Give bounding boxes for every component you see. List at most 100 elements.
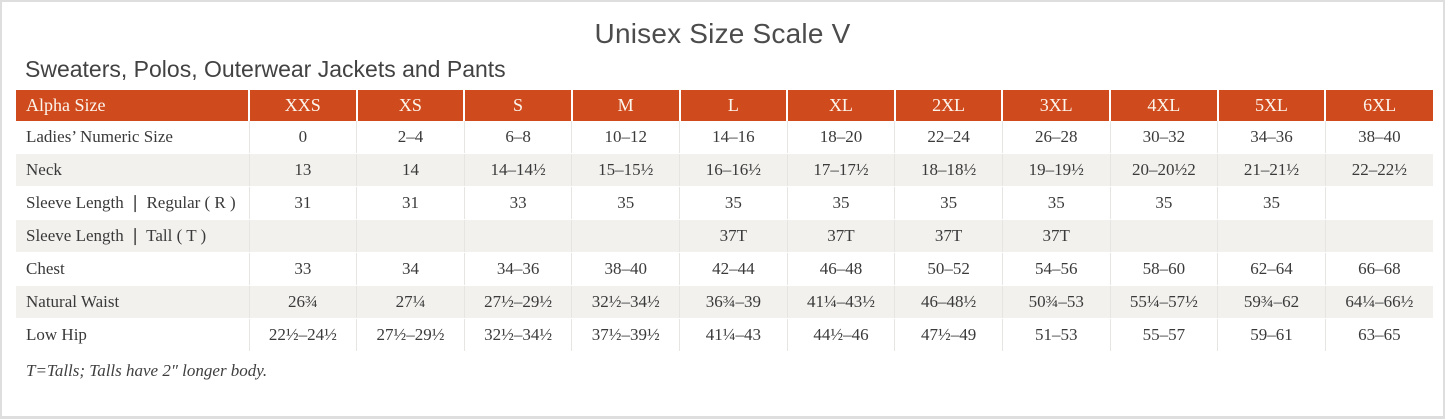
size-cell: 33 — [463, 186, 572, 220]
column-header-2xl: 2XL — [893, 90, 1003, 121]
size-cell: 36¾–39 — [679, 285, 788, 319]
size-cell: 35 — [894, 186, 1003, 220]
column-header-4xl: 4XL — [1109, 90, 1218, 121]
size-cell: 54–56 — [1001, 252, 1110, 286]
size-cell: 55¼–57½ — [1109, 285, 1218, 319]
size-cell: 50¾–53 — [1001, 285, 1110, 319]
column-header-5xl: 5XL — [1216, 90, 1326, 121]
column-header-l: L — [678, 90, 788, 121]
size-cell: 41¼–43½ — [786, 285, 895, 319]
size-cell: 38–40 — [571, 252, 680, 286]
size-cell: 10–12 — [571, 121, 680, 154]
size-cell: 27½–29½ — [356, 318, 465, 352]
row-label: Sleeve Length ❘ Regular ( R ) — [16, 186, 249, 220]
size-cell: 26–28 — [1001, 121, 1110, 154]
size-cell: 27½–29½ — [463, 285, 572, 319]
size-cell: 59¾–62 — [1217, 285, 1326, 319]
size-cell: 17–17½ — [786, 153, 895, 187]
size-cell: 44½–46 — [786, 318, 895, 352]
size-cell: 31 — [248, 186, 357, 220]
size-cell: 35 — [679, 186, 788, 220]
size-cell: 22½–24½ — [248, 318, 357, 352]
size-cell — [356, 219, 465, 253]
size-cell: 22–22½ — [1324, 153, 1433, 187]
size-cell: 16–16½ — [679, 153, 788, 187]
size-cell: 50–52 — [894, 252, 1003, 286]
table-row: Chest 33 34 34–36 38–40 42–44 46–48 50–52 54–56 5… — [16, 252, 1433, 286]
size-cell: 13 — [248, 153, 357, 187]
row-label: Natural Waist — [16, 285, 249, 319]
size-cell: 42–44 — [679, 252, 788, 286]
size-cell: 6–8 — [463, 121, 572, 154]
size-cell: 62–64 — [1217, 252, 1326, 286]
size-cell: 34–36 — [1217, 121, 1326, 154]
size-cell: 14–14½ — [463, 153, 572, 187]
size-cell: 35 — [571, 186, 680, 220]
size-cell: 18–18½ — [894, 153, 1003, 187]
column-header-3xl: 3XL — [1001, 90, 1110, 121]
size-cell: 21–21½ — [1217, 153, 1326, 187]
size-cell — [1324, 186, 1433, 220]
size-cell: 35 — [1001, 186, 1110, 220]
size-cell: 37½–39½ — [571, 318, 680, 352]
size-cell — [248, 219, 357, 253]
table-row: Sleeve Length ❘ Regular ( R ) 31 31 33 35 35 3… — [16, 186, 1433, 220]
column-header-alpha-size: Alpha Size — [16, 90, 249, 121]
size-cell: 14–16 — [679, 121, 788, 154]
size-cell: 30–32 — [1109, 121, 1218, 154]
column-header-m: M — [570, 90, 680, 121]
size-cell: 59–61 — [1217, 318, 1326, 352]
size-cell: 38–40 — [1324, 121, 1433, 154]
size-cell — [463, 219, 572, 253]
size-cell: 35 — [786, 186, 895, 220]
row-label: Chest — [16, 252, 249, 286]
table-row: Low Hip 22½–24½ 27½–29½ 32½–34½ 37½–39½ 41¼–4… — [16, 318, 1433, 352]
size-cell: 14 — [356, 153, 465, 187]
size-cell: 31 — [356, 186, 465, 220]
size-cell: 64¼–66½ — [1324, 285, 1433, 319]
row-label: Sleeve Length ❘ Tall ( T ) — [16, 219, 249, 253]
size-cell: 2–4 — [356, 121, 465, 154]
size-cell: 19–19½ — [1001, 153, 1110, 187]
size-cell: 47½–49 — [894, 318, 1003, 352]
size-cell: 35 — [1217, 186, 1326, 220]
page-subtitle: Sweaters, Polos, Outerwear Jackets and P… — [25, 56, 506, 82]
size-table: Alpha Size XXS XS S M L XL 2XL 3XL 4XL 5XL 6XL Ladi… — [16, 90, 1433, 352]
size-cell: 27¼ — [356, 285, 465, 319]
size-cell: 26¾ — [248, 285, 357, 319]
size-cell: 33 — [248, 252, 357, 286]
size-cell: 20–20½2 — [1109, 153, 1218, 187]
footnote: T=Talls; Talls have 2″ longer body. — [26, 361, 268, 380]
size-cell: 66–68 — [1324, 252, 1433, 286]
size-cell: 51–53 — [1001, 318, 1110, 352]
size-cell: 46–48½ — [894, 285, 1003, 319]
size-cell: 35 — [1109, 186, 1218, 220]
column-header-s: S — [463, 90, 572, 121]
size-cell — [571, 219, 680, 253]
page-title: Unisex Size Scale V — [594, 18, 851, 49]
size-cell: 37T — [1001, 219, 1110, 253]
size-cell: 18–20 — [786, 121, 895, 154]
size-cell: 63–65 — [1324, 318, 1433, 352]
row-label: Ladies’ Numeric Size — [16, 121, 249, 154]
column-header-xl: XL — [786, 90, 895, 121]
column-header-xs: XS — [355, 90, 465, 121]
size-cell: 37T — [894, 219, 1003, 253]
table-row: Natural Waist 26¾ 27¼ 27½–29½ 32½–34½ 36¾–39 4… — [16, 285, 1433, 319]
size-cell: 32½–34½ — [463, 318, 572, 352]
column-header-6xl: 6XL — [1324, 90, 1433, 121]
table-row: Sleeve Length ❘ Tall ( T ) 37T 37T 37T 37T — [16, 219, 1433, 253]
size-cell: 34 — [356, 252, 465, 286]
row-label: Neck — [16, 153, 249, 187]
size-cell: 46–48 — [786, 252, 895, 286]
size-cell: 55–57 — [1109, 318, 1218, 352]
table-header-row: Alpha Size XXS XS S M L XL 2XL 3XL 4XL 5XL 6XL — [16, 90, 1433, 121]
table-row: Neck 13 14 14–14½ 15–15½ 16–16½ 17–17½ 18–18½ 19… — [16, 153, 1433, 187]
size-cell — [1217, 219, 1326, 253]
size-cell — [1324, 219, 1433, 253]
size-cell: 15–15½ — [571, 153, 680, 187]
size-cell: 37T — [786, 219, 895, 253]
size-cell: 22–24 — [894, 121, 1003, 154]
size-cell: 34–36 — [463, 252, 572, 286]
